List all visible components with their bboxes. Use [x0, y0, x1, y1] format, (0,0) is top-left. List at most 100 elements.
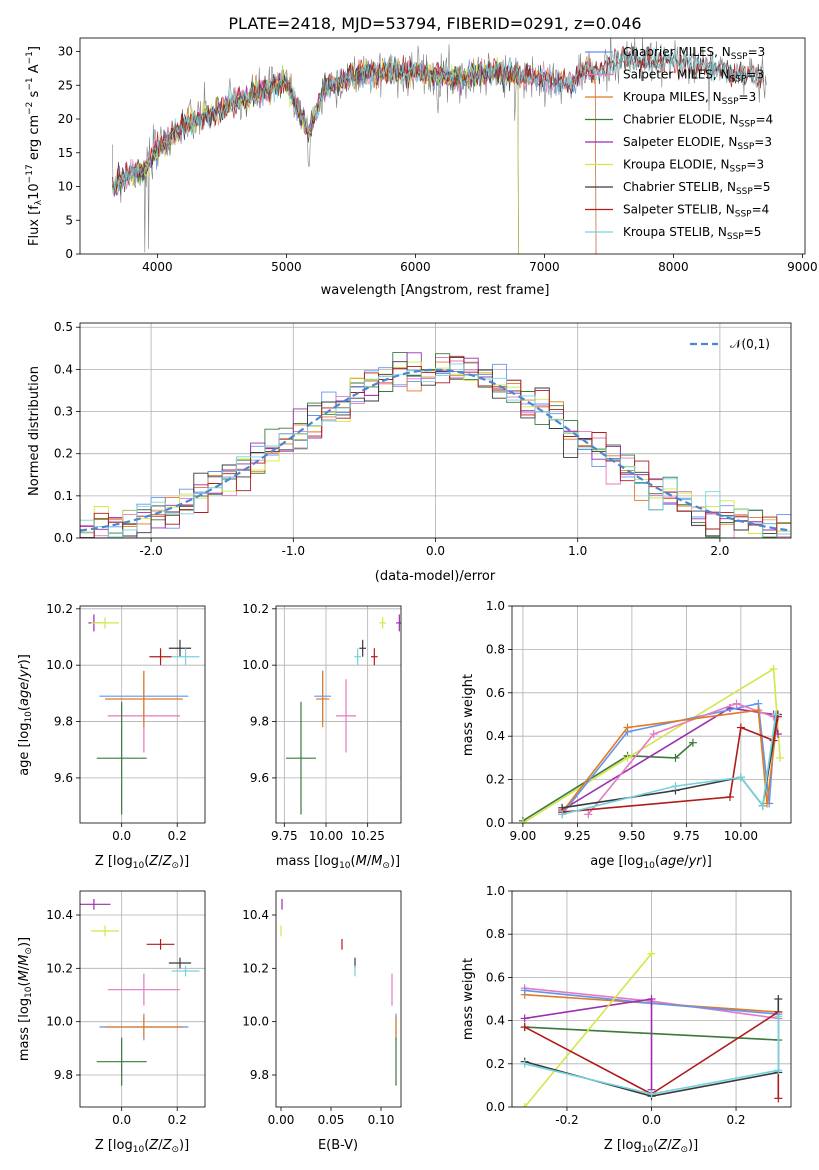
y-tick-label: 10.0: [46, 658, 73, 672]
y-tick-label: 0.6: [486, 970, 505, 984]
x-tick-label: 0.2: [168, 1113, 187, 1127]
y-tick-label: 0: [65, 247, 73, 261]
errorbars-5: [80, 899, 200, 1086]
data-point: [160, 656, 162, 658]
y-tick-label: 30: [58, 45, 73, 59]
x-tick-label: 9000: [787, 260, 818, 274]
y-tick-label: 10.4: [46, 908, 73, 922]
x-tick-label: 0.2: [168, 829, 187, 843]
age-z-panel: Z [log10(Z/Z⊙)] age [log10(age/yr)]: [17, 654, 189, 871]
errorbars-2: [88, 614, 200, 815]
y-tick-label: 9.8: [250, 1068, 269, 1082]
axes-4: 9.00 9.25 9.50 9.75 10.00 0.0 0.2 0.4 0.6 0.8 1.0: [486, 599, 791, 843]
y-tick-label: 10.2: [46, 961, 73, 975]
figure-title: PLATE=2418, MJD=53794, FIBERID=0291, z=0…: [228, 14, 641, 33]
y-tick-label: 0.0: [486, 816, 505, 830]
series-7: [520, 949, 783, 1107]
series-line: [524, 953, 653, 1107]
x-tick-label: 9.50: [619, 829, 646, 843]
x-tick-label: 0.0: [112, 829, 131, 843]
y-tick-label: 0.8: [486, 927, 505, 941]
y-tick-label: 0.4: [54, 362, 73, 376]
age-mass-xlabel: mass [log10(M/M⊙)]: [276, 854, 400, 871]
x-tick-label: -1.0: [282, 544, 305, 558]
x-tick-label: 0.00: [268, 1113, 295, 1127]
x-tick-label: 7000: [529, 260, 560, 274]
data-point: [179, 962, 181, 964]
y-tick-label: 5: [65, 213, 73, 227]
y-tick-label: 10: [58, 180, 73, 194]
spectrum-xlabel: wavelength [Angstrom, rest frame]: [321, 283, 550, 298]
x-tick-label: 0.0: [112, 1113, 131, 1127]
data-point: [121, 757, 123, 759]
x-tick-label: 5000: [271, 260, 302, 274]
axes-frame: [79, 322, 792, 539]
series-line: [524, 1026, 779, 1041]
series-line: [561, 714, 777, 816]
y-tick-label: 15: [58, 146, 73, 160]
data-point: [322, 698, 324, 700]
y-tick-label: 10.0: [46, 1015, 73, 1029]
y-tick-label: 0.6: [486, 686, 505, 700]
y-tick-label: 0.0: [54, 531, 73, 545]
axes-1: -2.0 -1.0 0.0 1.0 2.0 0.0 0.1 0.2 0.3 0.4 0.5: [54, 320, 791, 558]
spectrum-ylabel: Flux [fλ10−17 erg cm−2 s−1 A−1]: [25, 46, 44, 246]
spectrum-lines: [111, 38, 767, 254]
x-tick-label: 4000: [142, 260, 173, 274]
errorbars-3: [286, 614, 401, 815]
age-mass-panel: mass [log10(M/M⊙)]: [276, 854, 400, 871]
legend-label: Kroupa ELODIE, NSSP=3: [623, 158, 764, 175]
data-point: [143, 989, 145, 991]
y-tick-label: 0.4: [486, 1014, 505, 1028]
data-point: [395, 1026, 397, 1028]
axes-frame: [511, 890, 792, 1108]
legend-label: Kroupa STELIB, NSSP=5: [623, 225, 761, 242]
axes-frame: [511, 605, 792, 824]
data-point: [398, 622, 400, 624]
x-tick-label: 0.05: [318, 1113, 345, 1127]
data-point: [382, 622, 384, 624]
data-point: [143, 1026, 145, 1028]
series-line: [522, 742, 694, 822]
legend-label: Salpeter STELIB, NSSP=4: [623, 203, 769, 220]
y-tick-label: 0.2: [54, 447, 73, 461]
mass-ebv-panel: E(B-V): [318, 1138, 358, 1153]
legend-label: 𝒩(0,1): [730, 337, 770, 351]
residual-ylabel: Normed distribution: [27, 366, 42, 496]
normal-curve: [80, 368, 791, 532]
x-tick-label: 0.0: [642, 1113, 661, 1127]
y-tick-label: 10.2: [242, 961, 269, 975]
data-point: [373, 656, 375, 658]
series-line: [562, 716, 779, 813]
legend-label: Salpeter ELODIE, NSSP=3: [623, 135, 772, 152]
y-tick-label: 0.3: [54, 405, 73, 419]
data-point: [300, 757, 302, 759]
x-tick-label: 9.75: [271, 829, 298, 843]
data-point: [395, 1061, 397, 1063]
spectrum-panel: wavelength [Angstrom, rest frame] Flux […: [25, 46, 549, 298]
series-line: [524, 1016, 780, 1095]
axes-frame: [275, 890, 402, 1108]
y-tick-label: 9.6: [54, 771, 73, 785]
axes-2: 0.0 0.2 9.6 9.8 10.0 10.2: [46, 602, 205, 843]
x-tick-label: 9.75: [673, 829, 700, 843]
series-line: [561, 709, 779, 813]
series-line: [524, 998, 653, 1090]
series-4: [518, 664, 785, 823]
y-tick-label: 0.1: [54, 489, 73, 503]
residual-xlabel: (data-model)/error: [375, 569, 496, 584]
data-point: [160, 943, 162, 945]
data-point: [281, 903, 283, 905]
data-point: [391, 989, 393, 991]
axes-0: 4000 5000 6000 7000 8000 9000 0 5 10 15 20 25 30: [58, 45, 818, 275]
mass-z-panel: Z [log10(Z/Z⊙)] mass [log10(M/M⊙)]: [17, 937, 189, 1155]
y-tick-label: 0.8: [486, 642, 505, 656]
x-tick-label: -2.0: [139, 544, 162, 558]
x-tick-label: 1.0: [568, 544, 587, 558]
y-tick-label: 10.2: [46, 602, 73, 616]
data-point: [93, 903, 95, 905]
data-point: [354, 962, 356, 964]
y-tick-label: 25: [58, 78, 73, 92]
legend-label: Salpeter MILES, NSSP=3: [623, 68, 764, 85]
series-line: [522, 667, 781, 823]
